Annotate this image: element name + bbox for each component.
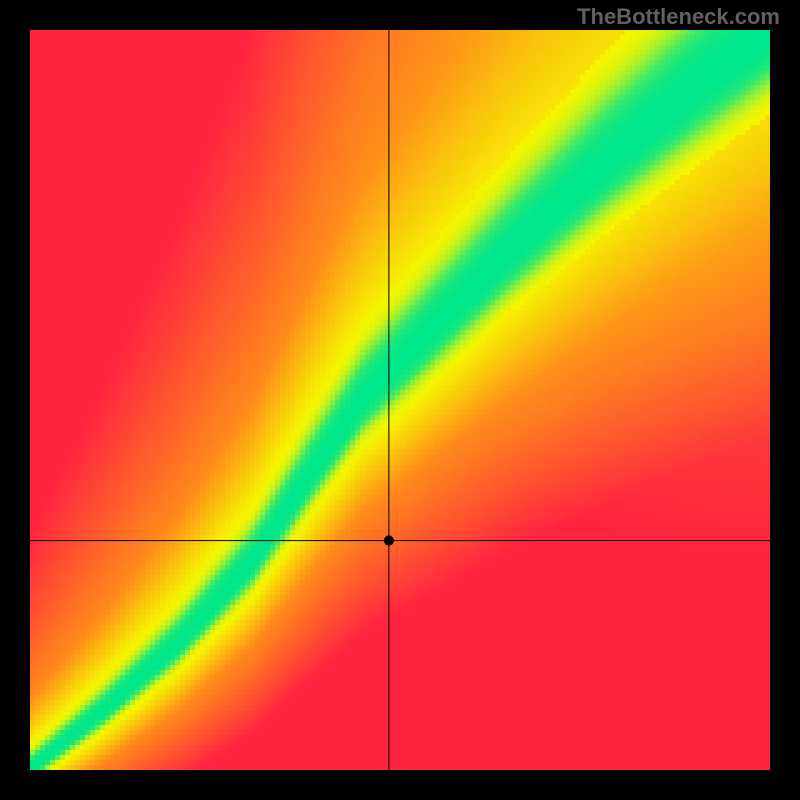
heatmap-canvas — [30, 30, 770, 770]
chart-container: TheBottleneck.com — [0, 0, 800, 800]
watermark-text: TheBottleneck.com — [577, 4, 780, 30]
heatmap-plot — [30, 30, 770, 770]
